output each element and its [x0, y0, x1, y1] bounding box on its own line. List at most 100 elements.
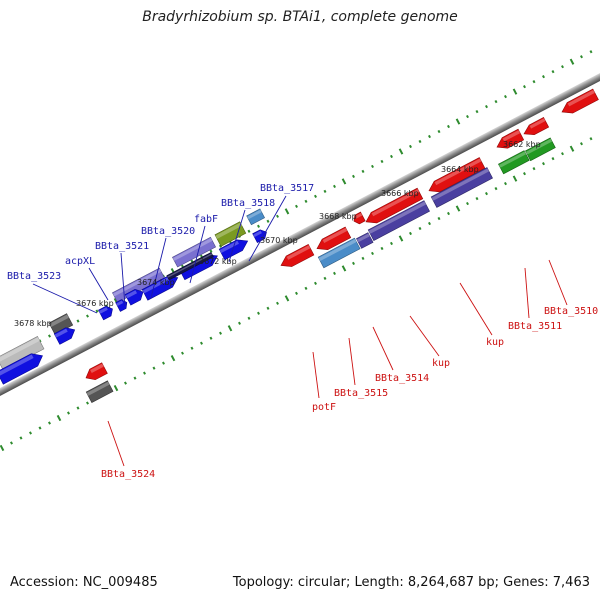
gene-body	[252, 229, 267, 243]
accession-text: Accession: NC_009485	[10, 575, 158, 590]
gene-highlight	[219, 240, 239, 253]
ruler-dot	[532, 80, 536, 84]
gene-highlight	[368, 201, 427, 234]
gene-highlight	[247, 209, 262, 220]
ruler-dot	[257, 311, 260, 315]
gene-feature	[523, 117, 550, 136]
ruler-dot	[76, 406, 80, 410]
gene-feature	[124, 289, 144, 306]
ruler-dot	[466, 114, 469, 119]
gene-feature	[367, 200, 430, 241]
gene-highlight	[529, 118, 546, 129]
ruler-dot	[341, 265, 347, 272]
gene-label-bbta-3524: BBta_3524	[101, 469, 155, 480]
ruler-dot	[361, 256, 365, 261]
ruler-dot	[409, 231, 412, 236]
gene-label-kup-1: kup	[486, 337, 504, 348]
ruler-dot	[475, 196, 479, 201]
gene-highlight	[502, 130, 521, 142]
ruler-dot	[304, 199, 308, 203]
gene-highlight	[90, 363, 104, 373]
ruler-dot	[209, 249, 213, 253]
ruler-dot	[418, 226, 422, 231]
gene-label-bbta-3510: BBta_3510	[544, 306, 598, 317]
gene-feature	[356, 232, 374, 249]
ruler-dot	[266, 219, 270, 223]
ruler-dot	[247, 316, 251, 320]
ruler-dot	[219, 331, 222, 335]
leader-line	[312, 351, 320, 399]
ruler-dot	[371, 164, 374, 169]
ruler-dot	[276, 301, 279, 305]
ruler-tick-label: 3672 kbp	[199, 257, 237, 266]
leader-line	[88, 267, 109, 301]
ruler-dot	[227, 325, 233, 332]
ruler-dot	[532, 167, 536, 171]
gene-label-bbta-3523: BBta_3523	[7, 271, 61, 282]
gene-highlight	[98, 307, 108, 314]
ruler-dot	[437, 129, 441, 134]
ruler-dot	[580, 142, 583, 146]
gene-label-kup-2: kup	[432, 358, 450, 369]
gene-highlight	[112, 269, 162, 297]
gene-label-bbta-3511: BBta_3511	[508, 321, 562, 332]
ruler-dot	[284, 208, 290, 215]
gene-feature	[85, 380, 114, 403]
leader-line	[32, 283, 98, 314]
ruler-dot	[86, 314, 89, 318]
ruler-dot	[181, 351, 184, 355]
ruler-tick-label: 3666 kbp	[381, 189, 419, 198]
gene-highlight	[125, 290, 138, 299]
gene-highlight	[567, 89, 595, 107]
ruler-dot	[380, 246, 384, 251]
gene-label-bbta-3520: BBta_3520	[141, 226, 195, 237]
ruler-dot	[371, 251, 374, 256]
leader-line	[150, 237, 167, 299]
topology-text: Topology: circular; Length: 8,264,687 bp…	[232, 575, 590, 590]
leader-line	[409, 315, 440, 357]
gene-feature	[218, 239, 249, 261]
ruler-dot	[113, 384, 119, 392]
ruler-dot	[447, 124, 450, 129]
ruler-dot	[542, 75, 545, 79]
ruler-dot	[466, 201, 469, 206]
ruler-dot	[428, 134, 431, 139]
ruler-dot	[398, 148, 404, 155]
gene-label-bbta-3517: BBta_3517	[260, 183, 314, 194]
ruler-dot	[512, 88, 518, 95]
leader-line	[524, 267, 530, 319]
gene-highlight	[356, 233, 370, 243]
ruler-dot	[95, 309, 99, 313]
ruler-dot	[190, 346, 194, 350]
gene-feature	[214, 221, 247, 247]
gene-feature	[141, 276, 179, 301]
ruler-dot	[304, 286, 308, 290]
gene-feature	[53, 327, 76, 345]
ruler-dot	[67, 411, 70, 415]
ruler-dot	[314, 281, 317, 285]
ruler-dot	[398, 235, 404, 242]
ruler-dot	[485, 191, 488, 196]
ruler-tick-label: 3668 kbp	[319, 212, 357, 221]
gene-highlight	[431, 168, 490, 201]
ruler-dot	[551, 157, 555, 161]
ruler-dot	[0, 444, 5, 452]
leader-line	[228, 209, 246, 263]
ruler-dot	[29, 431, 32, 435]
ruler-dot	[523, 172, 526, 176]
ruler-dot	[48, 421, 51, 425]
ruler-tick-label: 3662 kbp	[503, 140, 541, 149]
ruler-dot	[219, 244, 222, 248]
map-title: Bradyrhizobium sp. BTAi1, complete genom…	[142, 9, 458, 25]
gene-feature	[246, 208, 266, 226]
gene-highlight	[49, 314, 69, 328]
ruler-dot	[314, 194, 317, 198]
ruler-tick-label: 3670 kbp	[260, 236, 298, 245]
ruler-dot	[589, 137, 593, 141]
gene-feature	[430, 167, 493, 208]
gene-highlight	[498, 151, 527, 168]
ruler-dot	[170, 355, 176, 362]
gene-body	[353, 211, 366, 225]
ruler-dot	[494, 186, 498, 191]
ruler-dot	[333, 271, 336, 276]
